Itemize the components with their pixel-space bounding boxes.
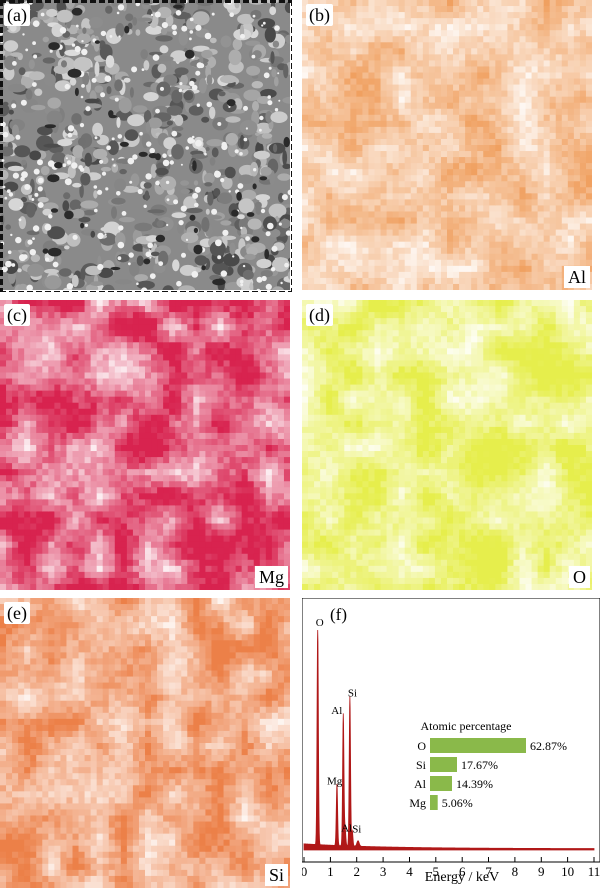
sem-micrograph (0, 0, 290, 290)
peak-label-mg: Mg (327, 775, 343, 787)
x-tick-label: 3 (380, 864, 387, 879)
sem-image-panel: (a) (0, 0, 292, 292)
al-map-panel: (b) Al (302, 0, 592, 290)
x-tick-label: 11 (588, 864, 600, 879)
al-element-map (302, 0, 592, 290)
peak-label-al: Al (341, 822, 352, 834)
panel-label-f: (f) (330, 605, 347, 624)
peak-label-si: Si (352, 824, 361, 836)
inset-category-label: Mg (409, 796, 426, 810)
mg-map-panel: (c) Mg (0, 300, 290, 590)
x-tick-label: 1 (327, 864, 334, 879)
inset-bar (430, 776, 452, 791)
x-axis-label: Energy / keV (425, 870, 499, 885)
inset-bar (430, 738, 526, 753)
inset-title: Atomic percentage (421, 719, 512, 733)
inset-value-label: 14.39% (456, 777, 493, 791)
o-map-panel: (d) O (302, 300, 592, 590)
x-tick-label: 2 (353, 864, 360, 879)
inset-value-label: 17.67% (461, 758, 498, 772)
x-tick-label: 4 (406, 864, 413, 879)
panel-label-c: (c) (4, 304, 30, 326)
inset-bar (430, 757, 457, 772)
inset-category-label: O (417, 739, 426, 753)
inset-value-label: 62.87% (530, 739, 567, 753)
element-label-si: Si (265, 864, 288, 886)
inset-value-label: 5.06% (442, 796, 473, 810)
panel-label-e: (e) (4, 602, 30, 624)
peak-label-si: Si (348, 687, 357, 699)
si-map-panel: (e) Si (0, 598, 290, 888)
peak-label-o: O (316, 617, 324, 629)
inset-category-label: Si (416, 758, 427, 772)
si-element-map (0, 598, 290, 888)
x-tick-label: 9 (538, 864, 545, 879)
mg-element-map (0, 300, 290, 590)
element-label-mg: Mg (255, 566, 288, 588)
x-tick-label: 8 (512, 864, 519, 879)
panel-label-a: (a) (4, 4, 30, 26)
panel-label-b: (b) (306, 4, 333, 26)
element-label-al: Al (564, 266, 590, 288)
panel-label-d: (d) (306, 304, 333, 326)
inset-category-label: Al (414, 777, 427, 791)
o-element-map (302, 300, 592, 590)
x-tick-label: 0 (302, 864, 307, 879)
element-label-o: O (569, 566, 590, 588)
peak-label-al: Al (331, 705, 342, 717)
inset-bar (430, 795, 438, 810)
x-tick-label: 10 (561, 864, 574, 879)
